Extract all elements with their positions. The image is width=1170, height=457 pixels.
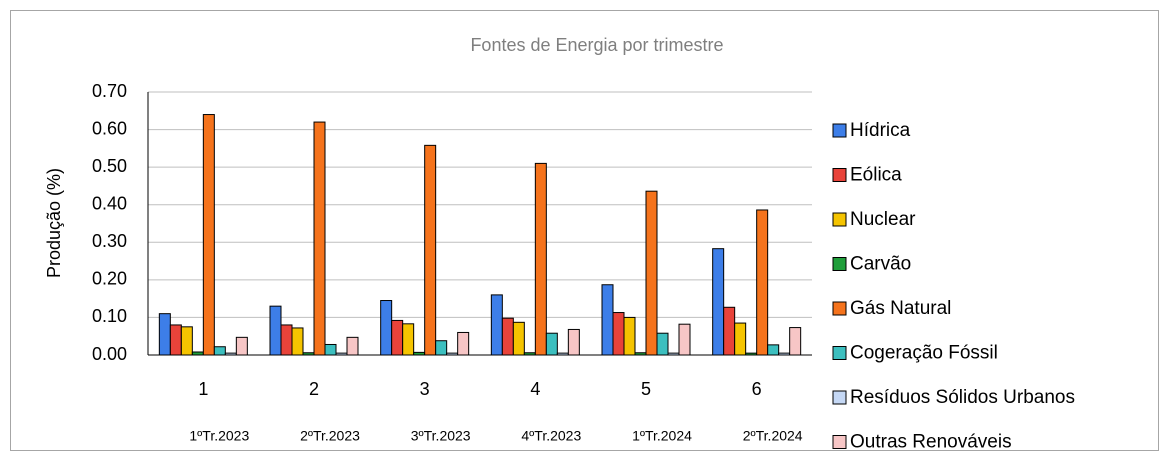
bar: [756, 209, 769, 356]
chart-title: Fontes de Energia por trimestre: [470, 35, 723, 55]
bar: [501, 317, 514, 356]
bar: [269, 305, 282, 356]
bar: [346, 336, 359, 356]
bar: [723, 306, 736, 356]
x-tick-label: 2: [309, 379, 319, 399]
period-label: 1ºTr.2024: [632, 428, 692, 444]
bar: [280, 324, 293, 356]
bar: [667, 352, 680, 356]
y-tick-label: 0.20: [92, 269, 127, 289]
bar: [313, 121, 326, 356]
bar: [180, 326, 193, 356]
bar: [191, 351, 204, 356]
bar: [424, 144, 437, 356]
legend-swatch: [832, 346, 847, 360]
bar: [158, 313, 171, 356]
x-tick-label: 1: [198, 379, 208, 399]
legend-swatch: [832, 390, 847, 405]
legend-swatch: [832, 168, 847, 182]
bar: [556, 352, 569, 356]
bar: [324, 343, 337, 356]
legend-swatch: [832, 435, 847, 449]
legend-swatch: [832, 257, 847, 271]
bar: [545, 332, 558, 356]
bar: [213, 346, 226, 356]
x-tick-label: 3: [420, 379, 430, 399]
x-tick-label: 5: [641, 379, 651, 399]
period-label: 4ºTr.2023: [521, 428, 581, 444]
legend-label: Outras Renováveis: [850, 432, 1012, 453]
legend-swatch: [832, 123, 847, 138]
bar: [335, 352, 348, 356]
bar: [778, 352, 791, 356]
legend-swatch: [832, 301, 847, 316]
bar: [435, 340, 448, 356]
bar: [490, 294, 503, 356]
bar: [512, 321, 525, 356]
legend-label: Nuclear: [850, 209, 916, 230]
bar: [601, 284, 614, 356]
bar: [623, 316, 636, 356]
bar: [224, 352, 237, 356]
period-label: 2ºTr.2023: [300, 428, 360, 444]
legend-swatch: [832, 212, 847, 227]
legend-label: Resíduos Sólidos Urbanos: [850, 387, 1075, 408]
bar: [523, 352, 536, 356]
bar: [656, 332, 669, 356]
bar: [302, 352, 315, 356]
bar: [380, 300, 393, 356]
y-tick-label: 0.70: [92, 81, 127, 101]
bar: [612, 312, 625, 356]
bar: [291, 327, 304, 356]
bar: [235, 336, 248, 356]
bar: [567, 328, 580, 356]
y-tick-label: 0.60: [92, 118, 127, 138]
y-tick-label: 0.40: [92, 193, 127, 213]
period-label: 3ºTr.2023: [411, 428, 471, 444]
bar: [634, 352, 647, 356]
y-tick-label: 0.50: [92, 156, 127, 176]
legend-label: Gás Natural: [850, 298, 951, 319]
bar: [413, 351, 426, 356]
chart-frame: [10, 10, 1159, 451]
y-tick-label: 0.00: [92, 344, 127, 364]
x-tick-label: 4: [530, 379, 540, 399]
legend-label: Cogeração Fóssil: [850, 343, 998, 364]
x-tick-label: 6: [752, 379, 762, 399]
bar: [391, 319, 404, 356]
y-tick-label: 0.10: [92, 306, 127, 326]
bar: [678, 323, 691, 356]
bar: [789, 327, 802, 356]
y-tick-label: 0.30: [92, 231, 127, 251]
bar: [534, 162, 547, 356]
bar: [767, 344, 780, 356]
bar: [745, 352, 758, 356]
legend-label: Eólica: [850, 165, 902, 186]
bar: [712, 248, 725, 356]
bar: [202, 114, 215, 356]
period-label: 1ºTr.2023: [189, 428, 249, 444]
period-label: 2ºTr.2024: [743, 428, 803, 444]
bar: [446, 352, 459, 356]
y-axis-label: Produção (%): [44, 168, 64, 278]
legend-label: Carvão: [850, 254, 911, 275]
bar: [734, 322, 747, 356]
bar: [645, 190, 658, 356]
bar: [169, 324, 182, 356]
legend-label: Hídrica: [850, 120, 911, 141]
bar: [402, 323, 415, 356]
bar: [457, 331, 470, 356]
